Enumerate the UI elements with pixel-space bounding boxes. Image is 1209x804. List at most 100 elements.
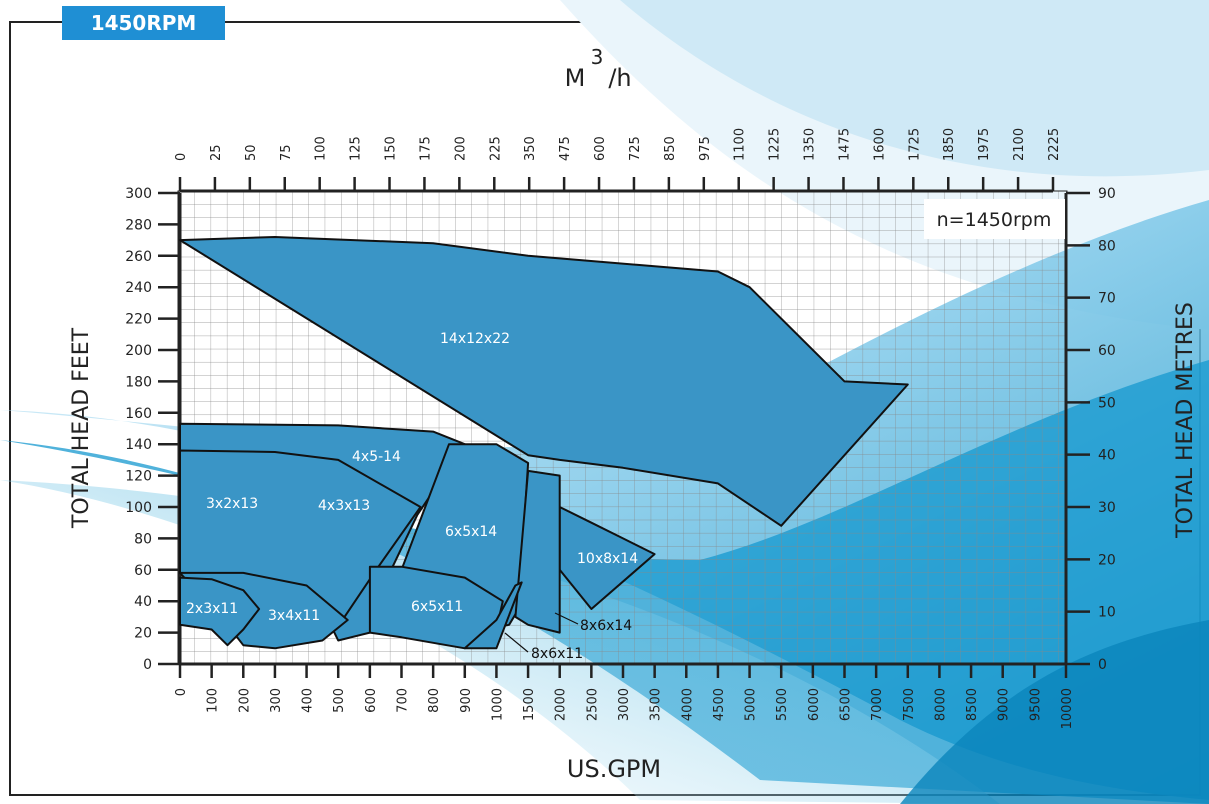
bottom-tick-label: 2500 [585, 688, 600, 721]
leader-8x6x14 [554, 612, 579, 625]
bottom-tick-label: 1000 [490, 688, 505, 721]
top-tick-label: 50 [244, 144, 259, 161]
bottom-tick-label: 0 [174, 688, 189, 696]
bottom-tick-label: 400 [301, 688, 316, 713]
top-tick-label: 100 [314, 136, 329, 161]
top-tick-label: 1225 [768, 128, 783, 161]
bottom-tick-label: 500 [332, 688, 347, 713]
bottom-tick-label: 5500 [775, 688, 790, 721]
bottom-tick-label: 700 [396, 688, 411, 713]
left-tick-label: 120 [125, 469, 152, 485]
top-tick-label: 125 [349, 136, 364, 161]
rpm-tab: 1450RPM [62, 6, 225, 40]
right-tick-label: 90 [1098, 186, 1116, 202]
bottom-tick-label: 100 [206, 688, 221, 713]
left-tick-label: 200 [125, 343, 152, 359]
bottom-tick-label: 4000 [680, 688, 695, 721]
bottom-tick-label: 4500 [712, 688, 727, 721]
right-tick-label: 10 [1098, 605, 1116, 621]
left-tick-label: 60 [134, 563, 152, 579]
right-tick-label: 60 [1098, 343, 1116, 359]
top-tick-label: 75 [279, 144, 294, 161]
bottom-axis-title: US.GPM [567, 755, 661, 783]
right-tick-label: 80 [1098, 238, 1116, 254]
region-label-3x2x13: 3x2x13 [206, 496, 258, 512]
left-tick-label: 80 [134, 531, 152, 547]
top-tick-label: 1475 [837, 128, 852, 161]
top-axis-title-tail: /h [608, 64, 631, 92]
left-tick-label: 100 [125, 500, 152, 516]
bottom-tick-label: 7500 [902, 688, 917, 721]
top-tick-label: 1975 [977, 128, 992, 161]
bottom-tick-label: 7000 [870, 688, 885, 721]
region-label-6x5x14: 6x5x14 [445, 524, 497, 540]
left-tick-label: 0 [143, 657, 152, 673]
bottom-tick-label: 1500 [522, 688, 537, 721]
region-label-3x4x11: 3x4x11 [268, 608, 320, 624]
top-tick-label: 725 [628, 136, 643, 161]
top-tick-label: 975 [698, 136, 713, 161]
left-tick-label: 160 [125, 406, 152, 422]
top-tick-label: 25 [209, 144, 224, 161]
region-8x6x11 [463, 581, 523, 650]
top-tick-label: 175 [418, 136, 433, 161]
bottom-tick-label: 3500 [649, 688, 664, 721]
left-tick-label: 260 [125, 249, 152, 265]
bottom-tick-label: 5000 [744, 688, 759, 721]
top-tick-label: 1725 [907, 128, 922, 161]
bottom-tick-label: 8500 [965, 688, 980, 721]
left-tick-label: 20 [134, 626, 152, 642]
left-axis-title: TOTAL HEAD FEET [69, 327, 94, 529]
region-label-10x8x14: 10x8x14 [577, 551, 638, 567]
region-label-8x6x14: 8x6x14 [580, 618, 632, 634]
top-tick-label: 850 [663, 136, 678, 161]
top-axis-title-sup: 3 [591, 45, 604, 69]
top-tick-label: 2225 [1047, 128, 1062, 161]
bottom-tick-label: 800 [427, 688, 442, 713]
top-tick-label: 225 [488, 136, 503, 161]
right-tick-label: 40 [1098, 448, 1116, 464]
right-tick-label: 30 [1098, 500, 1116, 516]
pump-regions: 14x12x22 4x5-14 3x2x13 4x3x13 6x5x14 10x8x14 8… [179, 236, 909, 662]
top-tick-label: 1850 [942, 128, 957, 161]
top-tick-label: 1600 [872, 128, 887, 161]
left-tick-label: 220 [125, 312, 152, 328]
bottom-tick-label: 10000 [1060, 688, 1075, 729]
top-axis-title-main: M [565, 64, 586, 92]
top-tick-label: 2100 [1012, 128, 1027, 161]
top-tick-label: 0 [174, 153, 189, 161]
top-tick-label: 150 [384, 136, 399, 161]
bottom-tick-label: 3000 [617, 688, 632, 721]
leader-8x6x11 [504, 632, 529, 653]
bottom-tick-label: 9000 [997, 688, 1012, 721]
left-tick-label: 180 [125, 374, 152, 390]
region-14x12x22 [179, 236, 909, 527]
right-tick-label: 20 [1098, 552, 1116, 568]
bottom-tick-label: 8000 [933, 688, 948, 721]
bottom-tick-label: 900 [459, 688, 474, 713]
region-label-4x5-14: 4x5-14 [352, 449, 401, 465]
bottom-tick-label: 6500 [839, 688, 854, 721]
top-tick-label: 1350 [803, 128, 818, 161]
bottom-tick-label: 200 [237, 688, 252, 713]
top-tick-label: 350 [523, 136, 538, 161]
rpm-annotation: n=1450rpm [937, 209, 1052, 231]
bottom-tick-label: 300 [269, 688, 284, 713]
top-tick-label: 200 [453, 136, 468, 161]
top-tick-label: 475 [558, 136, 573, 161]
region-2x3x11 [179, 576, 261, 647]
left-tick-label: 240 [125, 280, 152, 296]
right-tick-label: 50 [1098, 395, 1116, 411]
bottom-tick-label: 600 [364, 688, 379, 713]
top-tick-label: 600 [593, 136, 608, 161]
region-label-8x6x11: 8x6x11 [531, 646, 583, 662]
left-tick-label: 280 [125, 217, 152, 233]
right-tick-label: 70 [1098, 291, 1116, 307]
region-label-14x12x22: 14x12x22 [440, 331, 510, 347]
region-label-6x5x11: 6x5x11 [411, 599, 463, 615]
region-label-2x3x11: 2x3x11 [186, 601, 238, 617]
top-tick-label: 1100 [733, 128, 748, 161]
axes: 0 100 200 300 400 500 600 700 800 900 1000 1500 2000… [125, 128, 1116, 729]
bottom-tick-label: 9500 [1028, 688, 1043, 721]
